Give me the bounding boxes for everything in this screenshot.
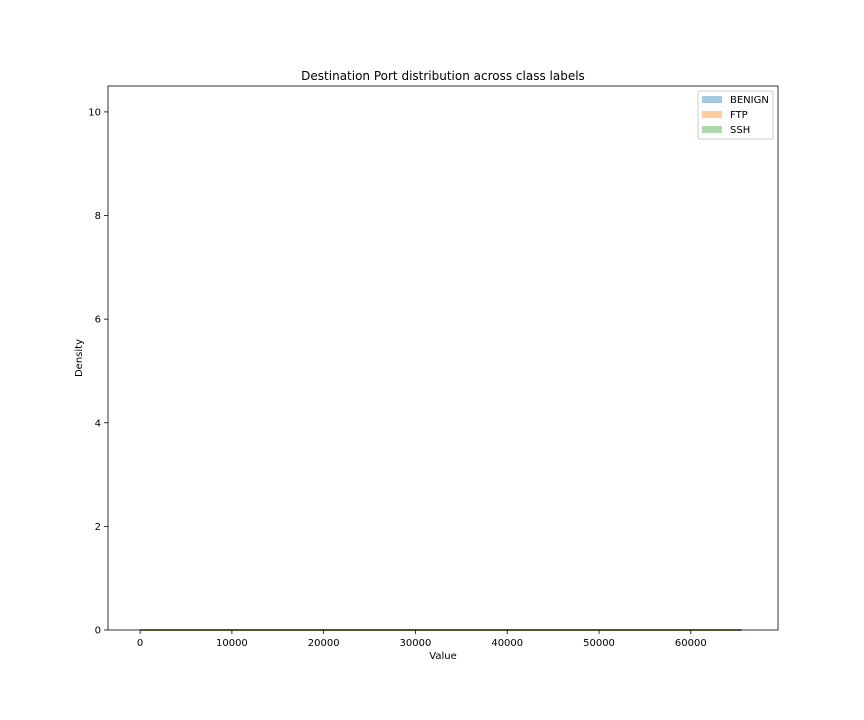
y-tick-label: 10: [88, 107, 101, 118]
legend: BENIGN FTP SSH: [697, 90, 774, 140]
legend-label-benign: BENIGN: [730, 95, 769, 106]
x-tick-label: 20000: [308, 638, 340, 649]
x-tick-label: 60000: [675, 638, 707, 649]
x-tick-label: 30000: [400, 638, 432, 649]
x-tick-label: 50000: [583, 638, 615, 649]
y-tick-label: 2: [95, 522, 101, 533]
legend-swatch-ftp: [702, 111, 722, 118]
x-axis-label: Value: [429, 651, 456, 662]
legend-swatch-ssh: [702, 126, 722, 133]
y-tick-label: 0: [95, 626, 101, 637]
y-tick-label: 4: [95, 418, 101, 429]
x-tick-label: 40000: [491, 638, 523, 649]
legend-label-ftp: FTP: [730, 110, 748, 121]
legend-swatch-benign: [702, 96, 722, 103]
y-tick-label: 6: [95, 315, 101, 326]
x-axis-ticks: 0 10000 20000 30000 40000 50000 60000: [137, 630, 707, 649]
legend-frame: [697, 90, 774, 140]
y-axis-ticks: 0 2 4 6 8 10: [88, 107, 108, 637]
chart-title: Destination Port distribution across cla…: [301, 69, 585, 83]
x-tick-label: 10000: [216, 638, 248, 649]
y-tick-label: 8: [95, 211, 101, 222]
x-tick-label: 0: [137, 638, 143, 649]
plot-area-frame: [107, 85, 779, 631]
y-axis-label: Density: [74, 339, 85, 377]
legend-label-ssh: SSH: [730, 125, 750, 136]
